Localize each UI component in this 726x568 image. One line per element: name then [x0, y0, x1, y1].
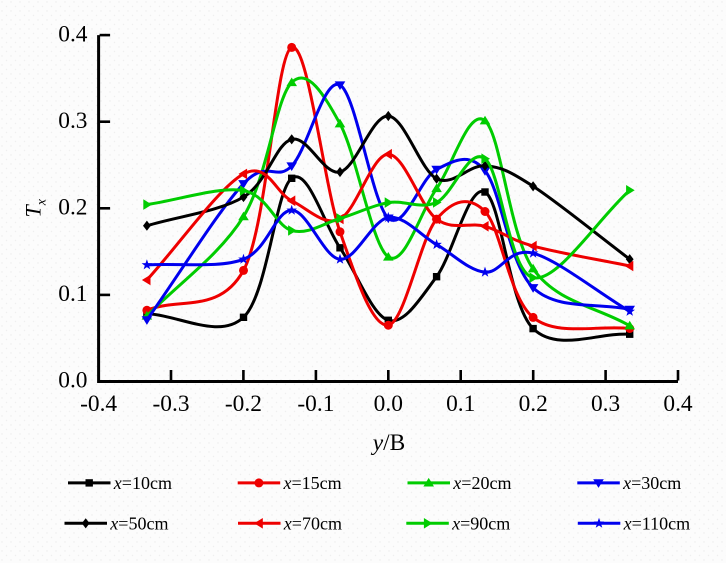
svg-text:0.2: 0.2: [519, 391, 548, 417]
svg-text:0.2: 0.2: [58, 195, 87, 221]
svg-text:x=30cm: x=30cm: [622, 473, 681, 493]
svg-text:0.0: 0.0: [374, 391, 403, 417]
svg-text:0.1: 0.1: [446, 391, 475, 417]
svg-text:0.1: 0.1: [58, 281, 87, 307]
svg-text:-0.1: -0.1: [297, 391, 334, 417]
svg-text:x=20cm: x=20cm: [452, 473, 511, 493]
svg-text:0.3: 0.3: [58, 108, 87, 134]
svg-text:x=10cm: x=10cm: [113, 473, 172, 493]
svg-text:0.0: 0.0: [58, 368, 87, 394]
svg-text:y/B: y/B: [371, 430, 406, 456]
svg-text:x=70cm: x=70cm: [283, 514, 342, 534]
svg-text:-0.3: -0.3: [152, 391, 189, 417]
svg-text:x=90cm: x=90cm: [451, 514, 510, 534]
svg-text:x=110cm: x=110cm: [623, 514, 690, 534]
svg-text:-0.2: -0.2: [225, 391, 262, 417]
svg-text:-0.4: -0.4: [80, 391, 117, 417]
svg-text:0.4: 0.4: [663, 391, 693, 417]
svg-text:x=50cm: x=50cm: [109, 514, 168, 534]
svg-text:x=15cm: x=15cm: [283, 473, 342, 493]
svg-text:0.4: 0.4: [58, 21, 88, 47]
svg-text:0.3: 0.3: [591, 391, 620, 417]
